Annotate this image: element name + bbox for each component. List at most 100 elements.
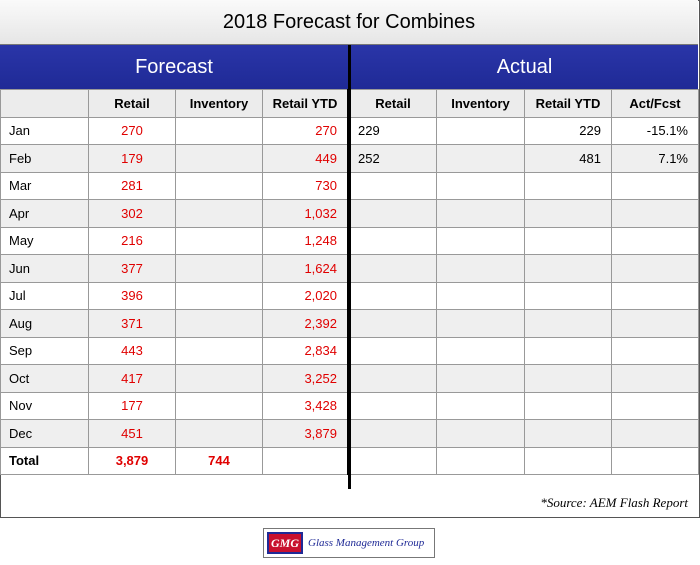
actual-retail-cell <box>347 309 437 338</box>
forecast-inventory-cell <box>175 171 263 200</box>
table-cell <box>436 446 525 475</box>
actual-inventory-cell <box>436 391 525 420</box>
logo-badge: GMG <box>267 532 303 554</box>
forecast-inventory-cell <box>175 254 263 283</box>
actual-retail-cell <box>347 171 437 200</box>
actual-retail-cell <box>347 199 437 228</box>
actual-retail-cell <box>347 281 437 310</box>
forecast-ytd-cell: 2,834 <box>262 336 349 365</box>
actual-retail-cell <box>347 254 437 283</box>
month-cell: Apr <box>0 199 89 228</box>
month-cell: Nov <box>0 391 89 420</box>
forecast-inventory-cell <box>175 336 263 365</box>
month-cell: Jul <box>0 281 89 310</box>
table-cell <box>347 446 437 475</box>
month-cell: May <box>0 226 89 255</box>
forecast-inventory-cell <box>175 419 263 448</box>
logo-text: Glass Management Group <box>308 537 425 549</box>
month-cell: Sep <box>0 336 89 365</box>
actual-retail-cell <box>347 419 437 448</box>
forecast-inventory-cell <box>175 199 263 228</box>
actual-ytd-cell <box>524 364 612 393</box>
forecast-retail-cell: 417 <box>88 364 176 393</box>
actual-ytd-cell: 229 <box>524 116 612 145</box>
forecast-inventory-cell <box>175 116 263 145</box>
column-header: Inventory <box>175 89 263 118</box>
actual-ytd-cell: 481 <box>524 144 612 173</box>
report-title: 2018 Forecast for Combines <box>0 0 698 45</box>
act-fcst-cell: -15.1% <box>611 116 699 145</box>
month-cell: Jan <box>0 116 89 145</box>
actual-inventory-cell <box>436 144 525 173</box>
actual-ytd-cell <box>524 199 612 228</box>
actual-ytd-cell <box>524 309 612 338</box>
table-row: Feb 179 449 252 481 7.1% <box>0 144 699 173</box>
table-cell <box>611 446 699 475</box>
column-header: Retail <box>88 89 176 118</box>
month-cell: Feb <box>0 144 89 173</box>
actual-ytd-cell <box>524 281 612 310</box>
forecast-ytd-cell: 1,032 <box>262 199 349 228</box>
total-label: Total <box>0 446 89 475</box>
table-row: Jun 377 1,624 <box>0 254 699 283</box>
forecast-ytd-cell: 270 <box>262 116 349 145</box>
table-row: Oct 417 3,252 <box>0 364 699 393</box>
month-cell: Dec <box>0 419 89 448</box>
forecast-retail-cell: 281 <box>88 171 176 200</box>
actual-retail-cell: 229 <box>347 116 437 145</box>
actual-inventory-cell <box>436 419 525 448</box>
forecast-inventory-cell <box>175 226 263 255</box>
actual-inventory-cell <box>436 281 525 310</box>
actual-retail-cell: 252 <box>347 144 437 173</box>
forecast-inventory-cell <box>175 309 263 338</box>
actual-ytd-cell <box>524 419 612 448</box>
act-fcst-cell <box>611 281 699 310</box>
actual-inventory-cell <box>436 309 525 338</box>
table-row: Jul 396 2,020 <box>0 281 699 310</box>
forecast-retail-cell: 377 <box>88 254 176 283</box>
actual-header: Actual <box>351 45 698 89</box>
actual-inventory-cell <box>436 254 525 283</box>
section-divider <box>348 45 351 489</box>
act-fcst-cell <box>611 309 699 338</box>
act-fcst-cell <box>611 391 699 420</box>
table-cell <box>262 446 349 475</box>
act-fcst-cell <box>611 199 699 228</box>
actual-inventory-cell <box>436 116 525 145</box>
act-fcst-cell <box>611 364 699 393</box>
source-note: *Source: AEM Flash Report <box>540 495 688 510</box>
month-cell: Oct <box>0 364 89 393</box>
table-row: Dec 451 3,879 <box>0 419 699 448</box>
act-fcst-cell <box>611 171 699 200</box>
actual-retail-cell <box>347 364 437 393</box>
forecast-ytd-cell: 2,392 <box>262 309 349 338</box>
forecast-retail-cell: 451 <box>88 419 176 448</box>
forecast-ytd-cell: 3,252 <box>262 364 349 393</box>
act-fcst-cell <box>611 226 699 255</box>
column-header: Act/Fcst <box>611 89 699 118</box>
forecast-retail-cell: 371 <box>88 309 176 338</box>
forecast-retail-cell: 177 <box>88 391 176 420</box>
actual-ytd-cell <box>524 171 612 200</box>
column-header: Retail YTD <box>262 89 349 118</box>
forecast-retail-cell: 216 <box>88 226 176 255</box>
total-forecast-inventory: 744 <box>175 446 263 475</box>
actual-ytd-cell <box>524 226 612 255</box>
column-header <box>0 89 89 118</box>
month-cell: Jun <box>0 254 89 283</box>
table-row: Jan 270 270 229 229 -15.1% <box>0 116 699 145</box>
forecast-retail-cell: 270 <box>88 116 176 145</box>
month-cell: Aug <box>0 309 89 338</box>
actual-retail-cell <box>347 336 437 365</box>
forecast-ytd-cell: 3,879 <box>262 419 349 448</box>
forecast-ytd-cell: 2,020 <box>262 281 349 310</box>
forecast-ytd-cell: 1,248 <box>262 226 349 255</box>
column-header: Retail <box>347 89 437 118</box>
forecast-ytd-cell: 449 <box>262 144 349 173</box>
actual-inventory-cell <box>436 199 525 228</box>
act-fcst-cell <box>611 254 699 283</box>
actual-ytd-cell <box>524 254 612 283</box>
forecast-inventory-cell <box>175 391 263 420</box>
column-header: Inventory <box>436 89 525 118</box>
table-row: May 216 1,248 <box>0 226 699 255</box>
